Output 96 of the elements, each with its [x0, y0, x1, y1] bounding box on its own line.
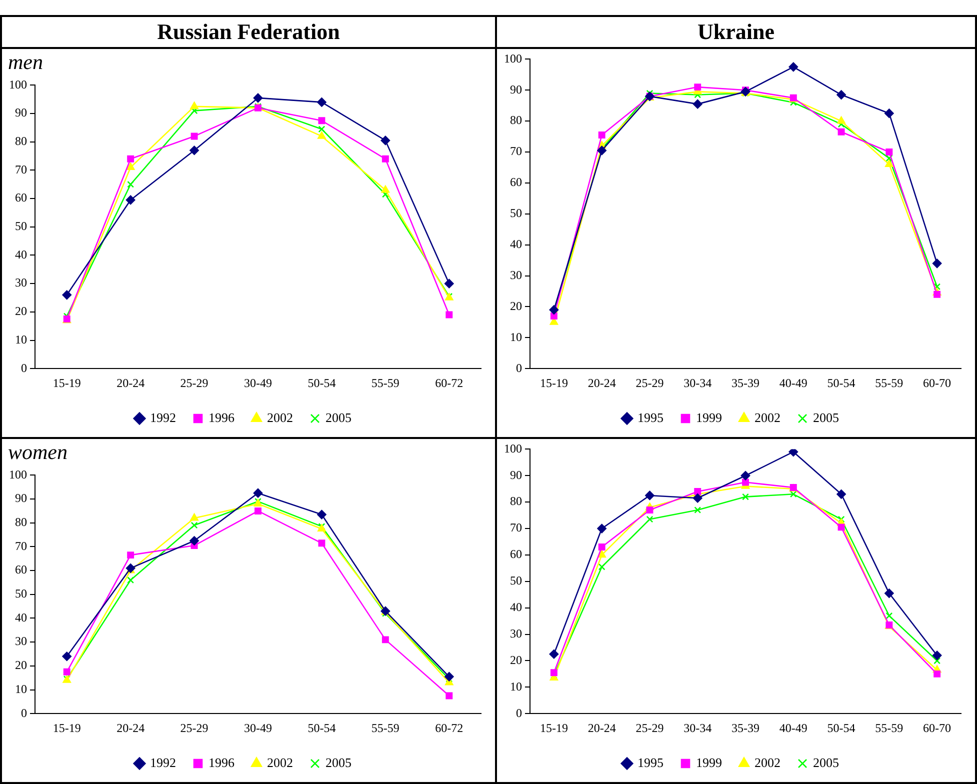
x-tick-label: 20-24 [116, 720, 145, 735]
y-tick-label: 30 [510, 626, 522, 640]
legend-label: 1996 [208, 410, 235, 425]
x-tick-label: 25-29 [180, 720, 208, 735]
y-tick-label: 100 [9, 467, 27, 482]
legend-label: 2002 [267, 410, 293, 425]
chart-subtitle: women [7, 439, 68, 465]
x-tick-label: 50-54 [308, 720, 336, 735]
y-tick-label: 70 [15, 162, 27, 176]
y-tick-label: 100 [504, 51, 522, 66]
y-tick-label: 20 [510, 298, 522, 313]
x-tick-label: 60-72 [435, 376, 464, 390]
x-tick-label: 55-59 [875, 720, 904, 735]
y-tick-label: 70 [510, 520, 522, 535]
y-tick-label: 50 [15, 586, 27, 601]
y-tick-label: 80 [510, 113, 522, 128]
x-tick-label: 30-49 [244, 720, 272, 735]
x-tick-label: 20-24 [588, 376, 616, 390]
x-tick-label: 25-29 [636, 376, 664, 390]
x-tick-label: 50-54 [827, 720, 856, 735]
y-tick-label: 50 [510, 206, 522, 220]
y-tick-label: 20 [15, 658, 27, 672]
y-tick-label: 30 [15, 634, 27, 648]
x-tick-label: 30-34 [684, 720, 712, 735]
y-tick-label: 0 [516, 706, 522, 720]
y-tick-label: 60 [510, 175, 522, 190]
x-tick-label: 30-34 [684, 376, 712, 390]
y-tick-label: 90 [510, 468, 522, 482]
legend-label: 2005 [326, 410, 352, 425]
x-tick-label: 15-19 [52, 720, 81, 735]
x-tick-label: 15-19 [52, 376, 81, 390]
y-tick-label: 100 [504, 441, 522, 456]
x-tick-label: 55-59 [875, 376, 904, 390]
y-tick-label: 70 [510, 144, 522, 158]
y-tick-label: 30 [510, 268, 522, 282]
legend-label: 2005 [813, 754, 839, 770]
y-tick-label: 80 [15, 134, 27, 148]
x-tick-label: 50-54 [827, 376, 856, 390]
x-tick-label: 60-70 [923, 376, 952, 390]
y-tick-label: 90 [15, 491, 27, 506]
legend-label: 1999 [696, 410, 722, 425]
legend-label: 1992 [150, 410, 176, 425]
y-tick-label: 60 [15, 190, 27, 205]
legend-label: 2005 [813, 410, 839, 425]
legend-label: 1995 [638, 754, 664, 770]
y-tick-label: 10 [15, 682, 27, 696]
y-tick-label: 50 [15, 219, 27, 234]
y-tick-label: 60 [510, 547, 522, 562]
x-tick-label: 25-29 [180, 376, 208, 390]
x-tick-label: 55-59 [371, 376, 400, 390]
y-tick-label: 10 [510, 330, 522, 344]
chart-title: Ukraine [495, 17, 977, 49]
x-tick-label: 40-49 [779, 720, 808, 735]
legend-label: 1995 [638, 410, 664, 425]
y-tick-label: 0 [21, 360, 27, 375]
x-tick-label: 15-19 [540, 720, 568, 735]
y-tick-label: 30 [15, 276, 27, 290]
x-tick-label: 35-39 [732, 376, 760, 390]
y-tick-label: 90 [510, 82, 522, 96]
y-tick-label: 40 [510, 236, 522, 251]
legend-label: 1996 [208, 754, 235, 770]
x-tick-label: 30-49 [244, 376, 272, 390]
y-tick-label: 0 [516, 360, 522, 375]
x-tick-label: 20-24 [116, 376, 145, 390]
legend-label: 2002 [754, 754, 780, 770]
y-tick-label: 10 [15, 332, 27, 346]
chart-title: Russian Federation [0, 17, 497, 49]
y-tick-label: 20 [510, 652, 522, 667]
y-tick-label: 40 [15, 610, 27, 624]
y-tick-label: 40 [15, 247, 27, 262]
y-tick-label: 60 [15, 562, 27, 577]
x-tick-label: 50-54 [308, 376, 336, 390]
y-tick-label: 0 [21, 706, 27, 720]
y-tick-label: 70 [15, 538, 27, 553]
y-tick-label: 40 [510, 600, 522, 614]
x-tick-label: 60-72 [435, 720, 464, 735]
chart-subtitle: men [7, 49, 44, 75]
x-tick-label: 20-24 [588, 720, 616, 735]
x-tick-label: 55-59 [371, 720, 400, 735]
y-tick-label: 80 [15, 515, 27, 530]
y-tick-label: 20 [15, 304, 27, 318]
legend-label: 2002 [267, 754, 293, 770]
legend-label: 1999 [696, 754, 722, 770]
x-tick-label: 60-70 [923, 720, 952, 735]
y-tick-label: 90 [15, 106, 27, 120]
legend-label: 1992 [150, 754, 176, 770]
y-tick-label: 80 [510, 494, 522, 508]
y-tick-label: 50 [510, 574, 522, 588]
y-tick-label: 100 [9, 77, 27, 92]
x-tick-label: 40-49 [779, 376, 808, 390]
x-tick-label: 25-29 [636, 720, 664, 735]
y-tick-label: 10 [510, 679, 522, 694]
x-tick-label: 35-39 [732, 720, 760, 735]
legend-label: 2002 [754, 410, 780, 425]
legend-label: 2005 [326, 754, 352, 770]
x-tick-label: 15-19 [540, 376, 568, 390]
